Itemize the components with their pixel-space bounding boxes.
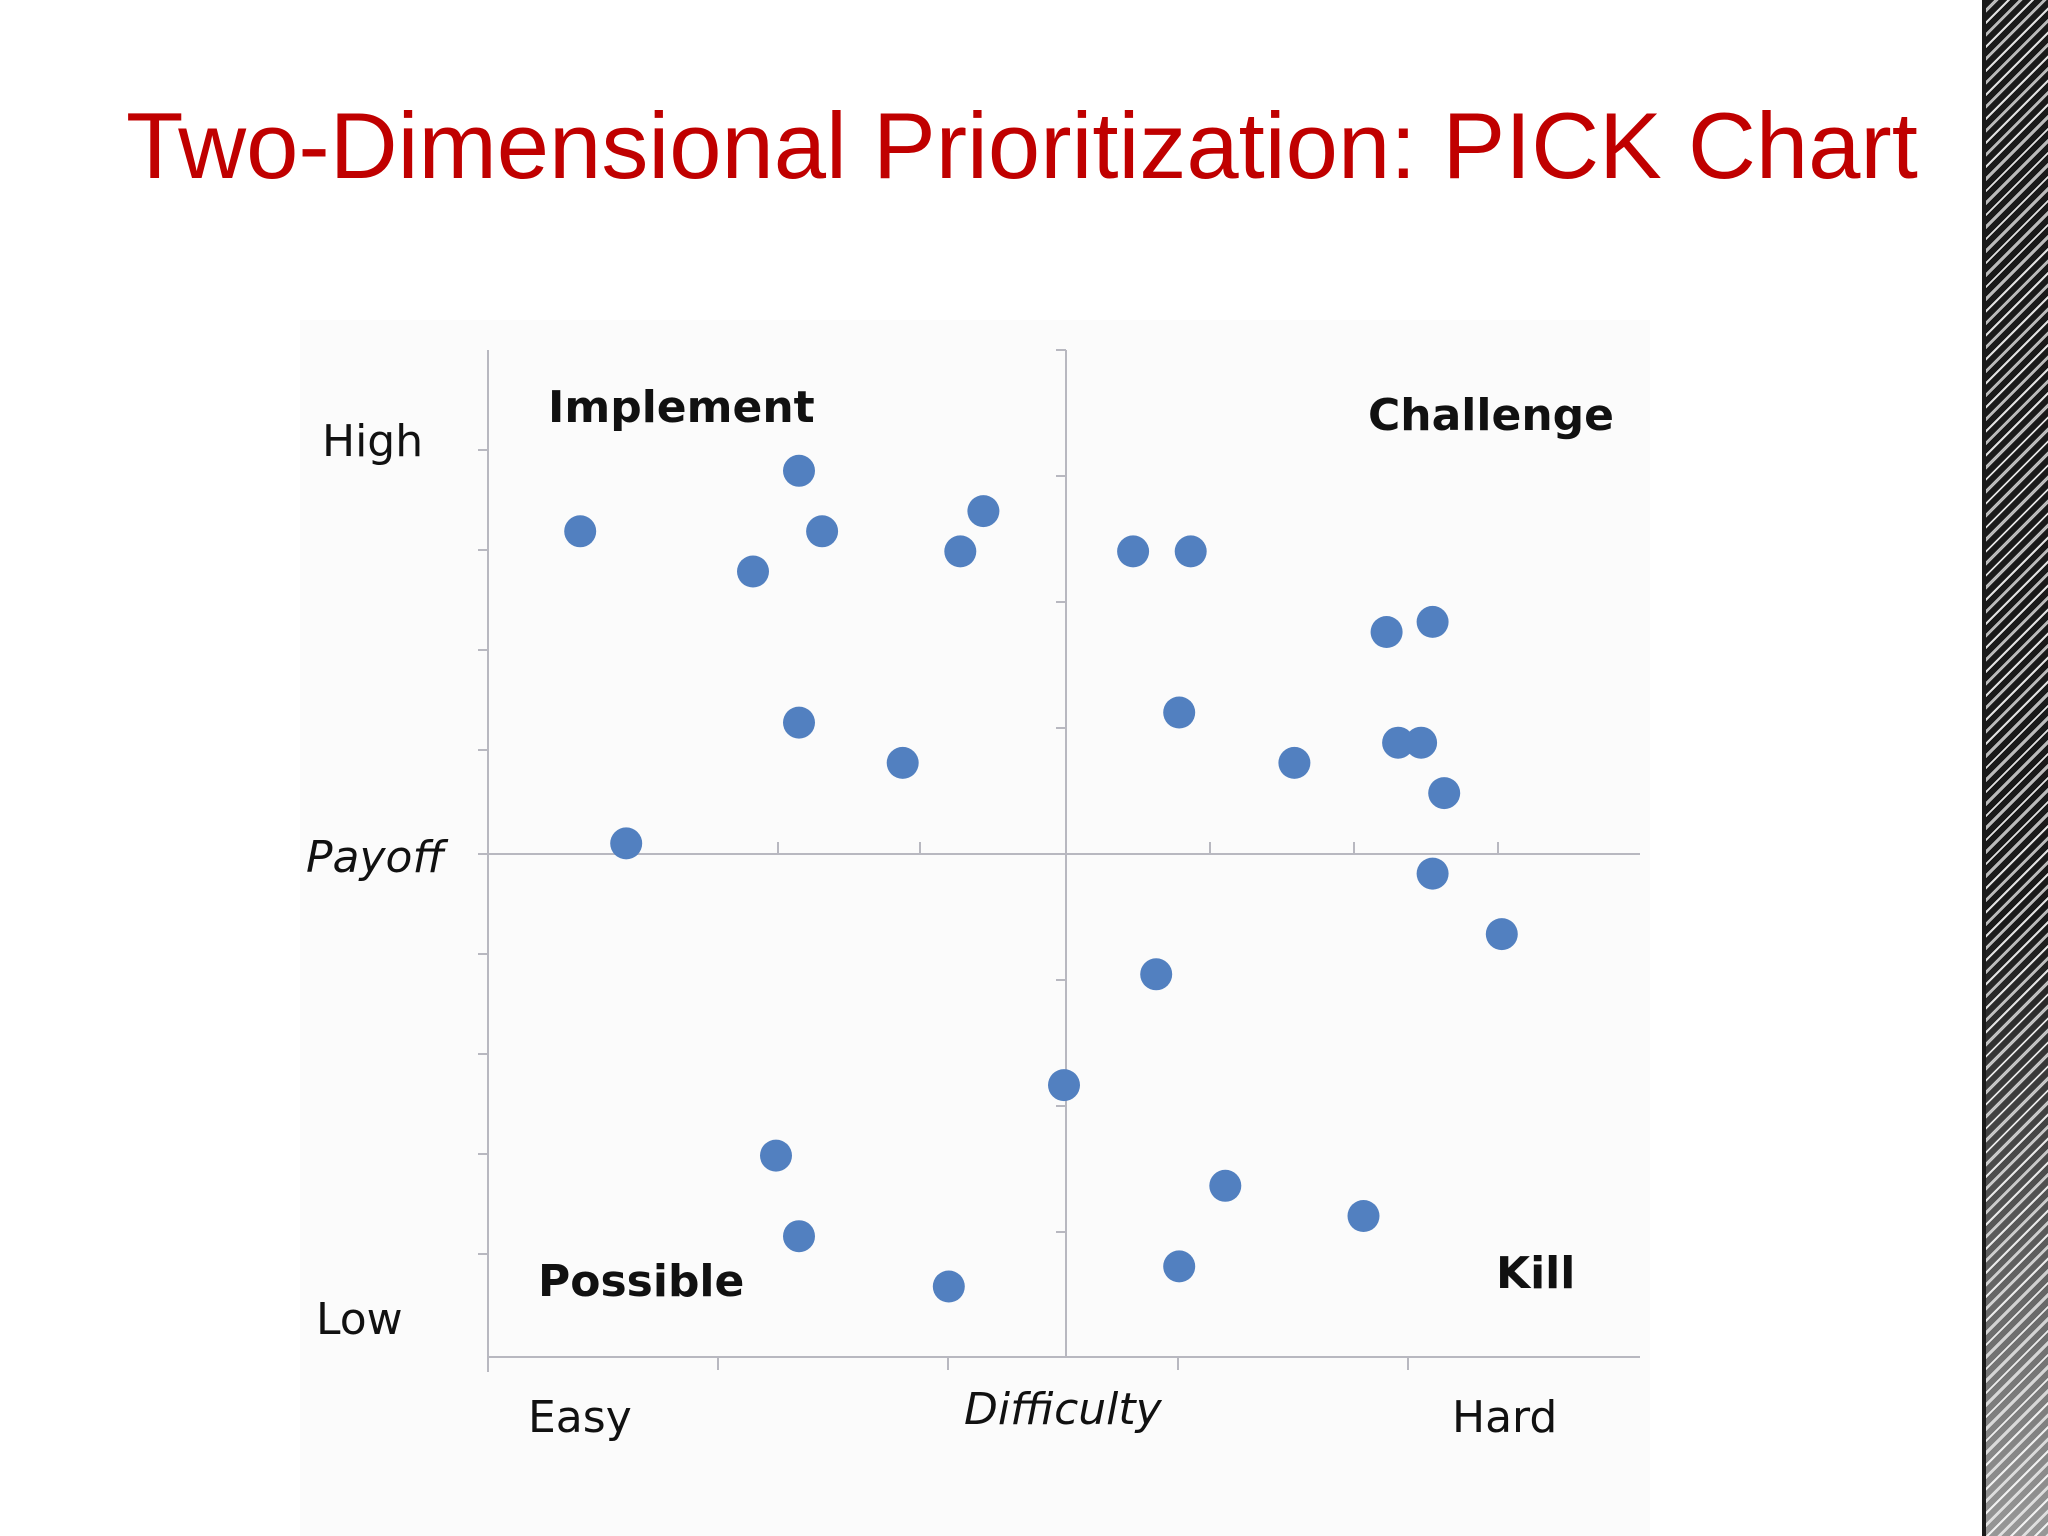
data-points <box>564 454 1518 1303</box>
data-point <box>1347 1200 1380 1232</box>
data-point <box>1140 958 1173 991</box>
pick-chart: Implement Challenge Possible Kill High L… <box>300 320 1650 1536</box>
data-point <box>1278 746 1311 779</box>
axes <box>478 350 1640 1372</box>
right-edge-border <box>1982 0 1986 1536</box>
data-point <box>610 827 643 860</box>
quadrant-label-kill: Kill <box>1496 1248 1575 1299</box>
data-point <box>1428 777 1461 810</box>
data-point <box>1163 1250 1196 1283</box>
data-point <box>783 706 815 739</box>
data-point <box>1405 726 1438 759</box>
data-point <box>564 515 597 548</box>
data-point <box>1416 857 1449 890</box>
data-point <box>886 746 919 779</box>
data-point <box>1163 696 1196 729</box>
data-point <box>1416 605 1449 638</box>
data-point <box>806 515 839 548</box>
y-tick-label-high: High <box>322 416 423 467</box>
slide-title: Two-Dimensional Prioritization: PICK Cha… <box>126 93 1918 198</box>
data-point <box>783 1220 815 1253</box>
data-point <box>783 454 815 487</box>
data-point <box>1485 918 1518 951</box>
tick-marks <box>478 349 1499 1370</box>
quadrant-label-possible: Possible <box>538 1256 744 1307</box>
data-point <box>1048 1069 1080 1102</box>
data-point <box>932 1270 965 1303</box>
y-tick-label-low: Low <box>316 1294 403 1345</box>
data-point <box>1370 616 1403 648</box>
decorative-right-edge <box>1986 0 2048 1536</box>
data-point <box>967 495 1000 528</box>
pick-chart-plot: Implement Challenge Possible Kill High L… <box>306 349 1640 1443</box>
data-point <box>737 555 769 588</box>
data-point <box>1382 726 1415 759</box>
data-point <box>1209 1169 1242 1202</box>
x-tick-label-easy: Easy <box>528 1392 632 1443</box>
y-axis-title: Payoff <box>306 832 448 883</box>
data-point <box>760 1139 792 1172</box>
quadrant-label-challenge: Challenge <box>1368 390 1614 441</box>
x-axis-title: Difficulty <box>964 1384 1163 1435</box>
data-point <box>944 535 977 568</box>
data-point <box>1174 535 1207 568</box>
quadrant-label-implement: Implement <box>548 382 815 433</box>
data-point <box>1117 535 1150 568</box>
x-tick-label-hard: Hard <box>1452 1392 1557 1443</box>
